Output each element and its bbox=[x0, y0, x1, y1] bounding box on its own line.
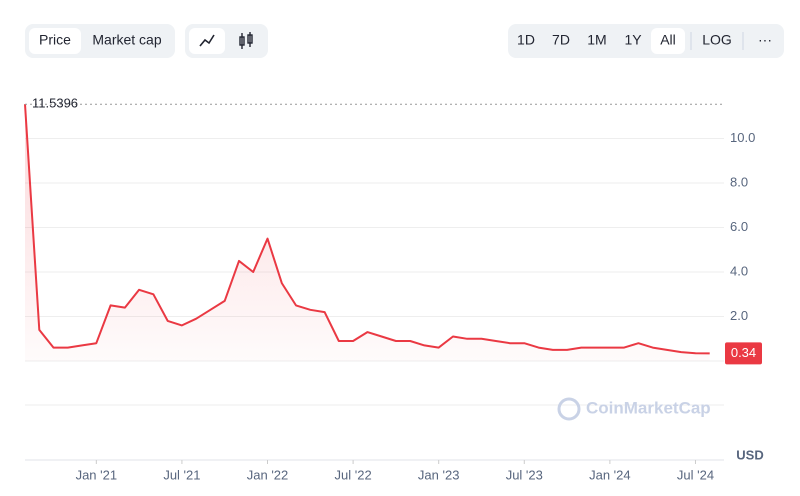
x-tick-label: Jul '21 bbox=[163, 467, 200, 482]
x-tick-label: Jul '23 bbox=[506, 467, 543, 482]
price-area bbox=[25, 104, 710, 361]
y-tick-label: 2.0 bbox=[730, 308, 748, 323]
mode-active bbox=[29, 28, 81, 54]
watermark-logo bbox=[557, 397, 581, 421]
x-tick-label: Jul '24 bbox=[677, 467, 714, 482]
x-tick-label: Jan '23 bbox=[418, 467, 460, 482]
range-1m[interactable]: 1M bbox=[587, 32, 606, 48]
candle-icon[interactable] bbox=[239, 32, 253, 49]
current-label: 0.34 bbox=[731, 345, 756, 360]
range-1y[interactable]: 1Y bbox=[624, 32, 642, 48]
x-tick-label: Jul '22 bbox=[335, 467, 372, 482]
mode-market-cap[interactable]: Market cap bbox=[92, 32, 161, 48]
x-tick-label: Jan '24 bbox=[589, 467, 631, 482]
log-button[interactable]: LOG bbox=[702, 32, 732, 48]
range-7d[interactable]: 7D bbox=[552, 32, 570, 48]
x-tick-label: Jan '22 bbox=[247, 467, 289, 482]
line-icon bbox=[199, 34, 215, 47]
range-group bbox=[508, 24, 784, 58]
x-tick-label: Jan '21 bbox=[76, 467, 118, 482]
current-badge bbox=[725, 342, 762, 365]
range-all[interactable]: All bbox=[660, 32, 676, 48]
mode-price[interactable]: Price bbox=[39, 32, 71, 48]
y-tick-label: 4.0 bbox=[730, 263, 748, 278]
y-tick-label: 6.0 bbox=[730, 219, 748, 234]
y-unit: USD bbox=[736, 447, 763, 462]
range-active bbox=[651, 28, 685, 54]
y-tick-label: 10.0 bbox=[730, 130, 755, 145]
range-1d[interactable]: 1D bbox=[517, 32, 535, 48]
price-line bbox=[24, 104, 710, 355]
more-button[interactable]: ··· bbox=[758, 32, 772, 48]
watermark: CoinMarketCap bbox=[586, 398, 711, 417]
max-label: 11.5396 bbox=[32, 96, 78, 111]
y-tick-label: 8.0 bbox=[730, 174, 748, 189]
